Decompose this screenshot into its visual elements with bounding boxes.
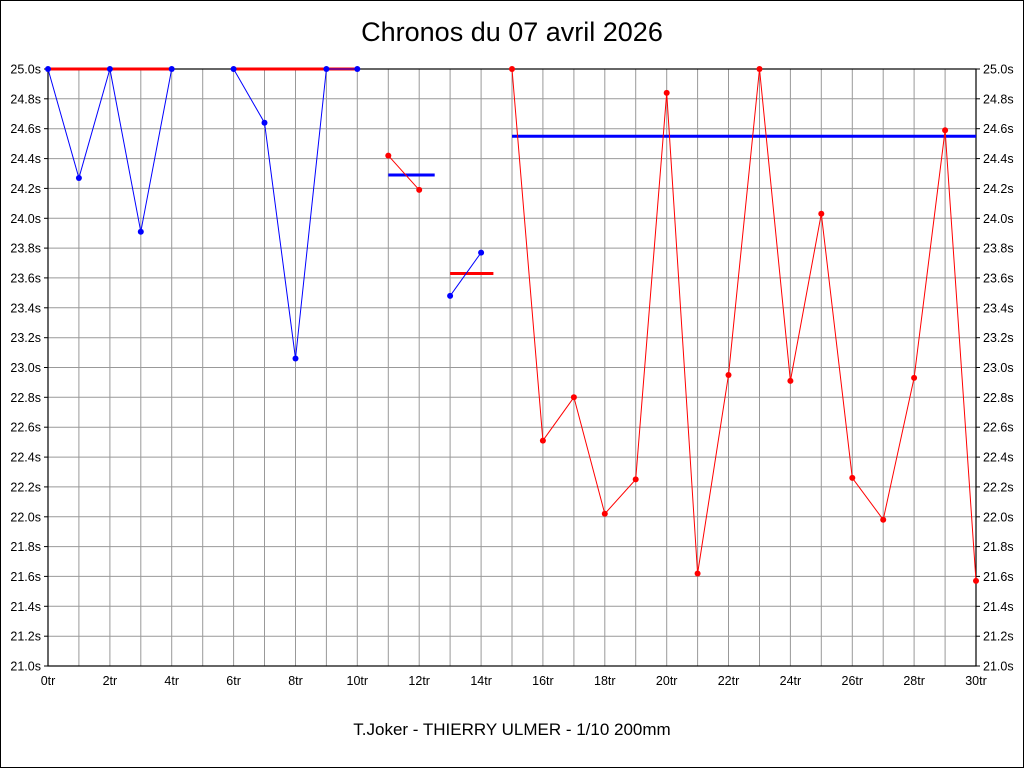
y-axis-label-left: 25.0s (10, 63, 41, 77)
y-axis-label-left: 22.0s (10, 510, 41, 524)
y-axis-label-left: 23.8s (10, 242, 41, 256)
data-point-marker-red-laps-run5 (849, 474, 856, 481)
series-line-red-laps-run3 (387, 155, 420, 191)
data-point-marker-red-laps-run5 (942, 127, 949, 134)
y-axis-label-left: 24.6s (10, 122, 41, 136)
x-axis-label: 14tr (470, 674, 492, 688)
data-point-marker-red-laps-run5 (570, 394, 577, 401)
x-axis-label: 6tr (226, 674, 241, 688)
y-axis-label-right: 24.6s (983, 122, 1014, 136)
x-axis-label: 22tr (718, 674, 740, 688)
data-point-marker-red-laps-run5 (539, 437, 546, 444)
x-axis-label: 16tr (532, 674, 554, 688)
data-point-marker-blue-laps-run4 (447, 292, 454, 299)
data-point-marker-red-laps-run5 (601, 510, 608, 517)
x-axis-label: 10tr (347, 674, 369, 688)
data-point-marker-red-laps-run5 (725, 372, 732, 378)
y-axis-label-left: 22.2s (10, 480, 41, 494)
data-point-marker-blue-laps-run4 (478, 249, 485, 256)
data-point-marker-red-laps-run5 (973, 577, 979, 584)
y-axis-label-right: 24.2s (983, 182, 1014, 196)
data-point-marker-red-laps-run5 (787, 377, 794, 384)
data-point-marker-red-laps-run5 (694, 570, 701, 577)
data-point-marker-red-laps-run5 (880, 516, 887, 523)
y-axis-label-left: 24.4s (10, 152, 41, 166)
chart-footer-caption: T.Joker - THIERRY ULMER - 1/10 200mm (353, 720, 671, 739)
page-title: Chronos du 07 avril 2026 (361, 17, 663, 47)
x-axis-label: 4tr (164, 674, 179, 688)
data-point-marker-blue-laps-run1 (45, 66, 51, 72)
y-axis-label-left: 24.0s (10, 212, 41, 226)
y-axis-label-left: 21.8s (10, 540, 41, 554)
x-axis-label: 2tr (103, 674, 118, 688)
y-axis-label-right: 21.8s (983, 540, 1014, 554)
y-axis-label-left: 23.0s (10, 361, 41, 375)
y-axis-label-right: 21.2s (983, 630, 1014, 644)
x-axis-label: 28tr (903, 674, 925, 688)
y-axis-label-right: 21.0s (983, 660, 1014, 674)
data-point-marker-red-laps-run5 (663, 89, 670, 96)
data-point-marker-blue-laps-run1 (75, 175, 82, 181)
y-axis-label-right: 22.2s (983, 480, 1014, 494)
y-axis-label-left: 24.2s (10, 182, 41, 196)
y-axis-label-right: 22.0s (983, 510, 1014, 524)
x-axis-label: 24tr (780, 674, 802, 688)
x-axis-label: 12tr (408, 674, 430, 688)
data-point-marker-blue-laps-run1 (137, 228, 144, 235)
y-axis-label-left: 21.4s (10, 600, 41, 614)
y-axis-label-left: 22.4s (10, 451, 41, 465)
data-point-marker-red-laps-run3 (416, 186, 423, 193)
data-point-marker-red-laps-run5 (911, 374, 918, 381)
y-axis-label-right: 23.0s (983, 361, 1014, 375)
data-point-marker-blue-laps-run1 (106, 66, 113, 72)
y-axis-label-right: 25.0s (983, 63, 1014, 77)
x-axis-label: 18tr (594, 674, 616, 688)
y-axis-label-right: 23.6s (983, 271, 1014, 285)
y-axis-label-right: 22.8s (983, 391, 1014, 405)
y-axis-label-left: 23.2s (10, 331, 41, 345)
y-axis-label-left: 21.0s (10, 660, 41, 674)
data-point-marker-red-laps-run3 (385, 152, 392, 159)
y-axis-label-left: 24.8s (10, 92, 41, 106)
y-axis-label-right: 23.8s (983, 242, 1014, 256)
y-axis-label-right: 23.2s (983, 331, 1014, 345)
y-axis-label-right: 23.4s (983, 301, 1014, 315)
y-axis-label-left: 23.6s (10, 271, 41, 285)
y-axis-label-left: 23.4s (10, 301, 41, 315)
y-axis-label-right: 24.8s (983, 92, 1014, 106)
y-axis-label-right: 21.4s (983, 600, 1014, 614)
y-axis-label-left: 22.8s (10, 391, 41, 405)
data-point-marker-blue-laps-run2 (323, 66, 330, 72)
data-point-marker-blue-laps-run2 (261, 119, 268, 126)
series-line-blue-laps-run4 (449, 252, 482, 297)
y-axis-label-left: 21.2s (10, 630, 41, 644)
x-axis-label: 30tr (965, 674, 987, 688)
data-point-marker-red-laps-run5 (632, 476, 639, 483)
data-point-marker-blue-laps-run1 (168, 66, 175, 72)
y-axis-label-right: 24.0s (983, 212, 1014, 226)
data-point-marker-red-laps-run5 (509, 66, 515, 72)
y-axis-label-right: 22.6s (983, 421, 1014, 435)
x-axis-label: 0tr (41, 674, 56, 688)
data-point-marker-blue-laps-run2 (292, 355, 299, 362)
data-point-marker-red-laps-run5 (756, 66, 763, 72)
x-axis-label: 8tr (288, 674, 303, 688)
data-point-marker-blue-laps-run2 (354, 66, 361, 72)
x-axis-label: 20tr (656, 674, 678, 688)
y-axis-label-left: 22.6s (10, 421, 41, 435)
y-axis-label-right: 22.4s (983, 451, 1014, 465)
data-point-marker-blue-laps-run2 (230, 66, 237, 72)
data-point-marker-red-laps-run5 (818, 210, 825, 217)
y-axis-label-right: 24.4s (983, 152, 1014, 166)
series-line-red-laps-run5 (511, 68, 977, 581)
y-axis-label-left: 21.6s (10, 570, 41, 584)
x-axis-label: 26tr (842, 674, 864, 688)
y-axis-label-right: 21.6s (983, 570, 1014, 584)
